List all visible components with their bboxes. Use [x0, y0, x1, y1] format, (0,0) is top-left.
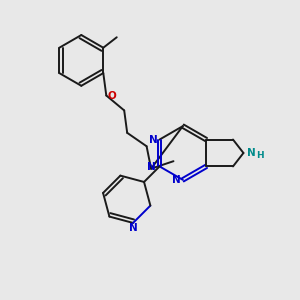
Text: N: N — [147, 162, 156, 172]
Text: N: N — [172, 175, 181, 185]
Text: O: O — [107, 91, 116, 100]
Text: N: N — [129, 223, 137, 233]
Text: N: N — [248, 148, 256, 158]
Text: H: H — [256, 151, 264, 160]
Text: N: N — [148, 134, 158, 145]
